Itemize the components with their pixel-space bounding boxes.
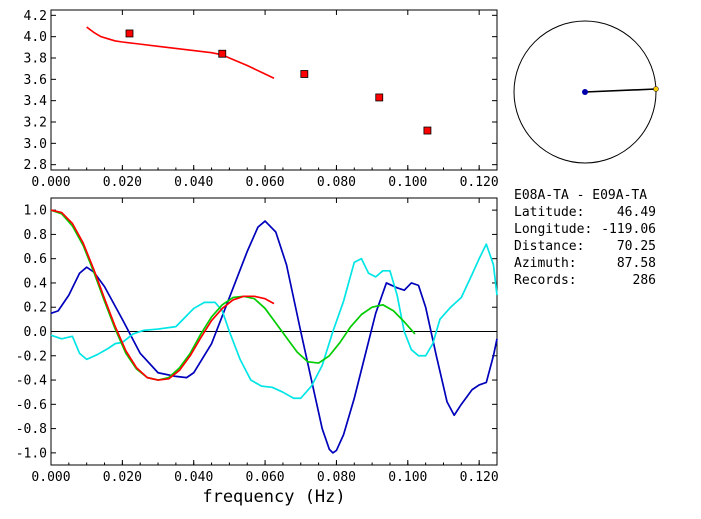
records-label: Records: [514,273,577,288]
azimuth-plot [513,20,659,164]
bottom-chart-ytick-label: -1.0 [16,446,47,461]
latitude-label: Latitude: [514,205,584,220]
bottom-chart-ticks: 0.000 0.020 0.040 0.060 0.080 0.100 0.120 -1.0 -… [16,198,499,485]
azimuth-value: 87.58 [617,256,656,271]
bottom-chart-ytick-label: -0.2 [16,349,47,364]
station-info: E08A-TA - E09A-TA Latitude: 46.49 Longit… [514,188,656,288]
bottom-chart-xtick-label: 0.040 [174,470,213,485]
bottom-chart-ytick-label: 0.2 [24,301,47,316]
top-chart-ytick-label: 3.4 [24,94,48,109]
bottom-chart: 0.000 0.020 0.040 0.060 0.080 0.100 0.120 -1.0 -… [16,197,499,507]
bottom-chart-xtick-label: 0.120 [460,470,499,485]
top-chart-scatter-point [375,93,384,102]
distance-value: 70.25 [617,239,656,254]
bottom-chart-ytick-label: 0.0 [24,325,47,340]
top-chart-xtick-label: 0.060 [246,175,285,190]
top-chart-xtick-label: 0.120 [460,175,499,190]
azimuth-circle [513,20,657,164]
bottom-chart-ytick-label: 0.6 [24,252,47,267]
top-chart-xtick-label: 0.000 [31,175,70,190]
bottom-chart-series-line-1 [50,243,498,400]
latitude-value: 46.49 [617,205,656,220]
top-chart-xtick-label: 0.040 [174,175,213,190]
top-chart-ytick-label: 2.8 [24,158,47,173]
bottom-chart-ytick-label: 0.8 [24,228,47,243]
top-chart-frame [50,9,498,171]
bottom-chart-series-line-0 [50,220,498,454]
station-pair-label: E08A-TA - E09A-TA [514,188,647,203]
bottom-chart-xtick-label: 0.080 [317,470,356,485]
records-value: 286 [633,273,656,288]
top-chart-ytick-label: 3.8 [24,52,47,67]
azimuth-edge-dot [653,86,659,92]
top-chart-ytick-label: 4.2 [24,9,47,24]
top-chart-xtick-label: 0.020 [103,175,142,190]
top-chart-scatter-point [423,126,432,135]
longitude-label: Longitude: [514,222,592,237]
bottom-chart-xtick-label: 0.000 [31,470,70,485]
bottom-chart-ytick-label: -0.4 [16,374,47,389]
bottom-chart-series-line-2 [50,209,416,381]
bottom-chart-ytick-label: -0.8 [16,422,47,437]
bottom-chart-series [50,209,498,454]
bottom-chart-ytick-label: 1.0 [24,204,47,219]
top-chart-scatter-point [125,29,134,38]
distance-label: Distance: [514,239,584,254]
top-chart-xtick-label: 0.100 [388,175,427,190]
top-chart-ticks: 0.000 0.020 0.040 0.060 0.080 0.100 0.120 2.8 3.… [24,9,499,190]
top-chart-ytick-label: 3.2 [24,116,47,131]
bottom-chart-series-line-3 [50,209,275,381]
top-chart-series-line-0 [86,26,275,79]
top-chart-ytick-label: 4.0 [24,30,47,45]
bottom-chart-xlabel: frequency (Hz) [202,487,345,507]
longitude-value: -119.06 [601,222,656,237]
bottom-chart-xtick-label: 0.020 [103,470,142,485]
top-chart-scatter-point [218,49,227,58]
azimuth-label: Azimuth: [514,256,577,271]
top-chart-xtick-label: 0.080 [317,175,356,190]
azimuth-center-dot [582,89,588,95]
top-chart-series [86,26,432,135]
bottom-chart-ytick-label: -0.6 [16,398,47,413]
top-chart-ytick-label: 3.0 [24,137,47,152]
azimuth-line [584,88,656,93]
bottom-chart-xtick-label: 0.100 [388,470,427,485]
top-chart: 0.000 0.020 0.040 0.060 0.080 0.100 0.120 2.8 3.… [24,9,499,190]
top-chart-scatter-point [300,70,309,78]
bottom-chart-xtick-label: 0.060 [246,470,285,485]
top-chart-ytick-label: 3.6 [24,73,47,88]
bottom-chart-ytick-label: 0.4 [24,276,48,291]
